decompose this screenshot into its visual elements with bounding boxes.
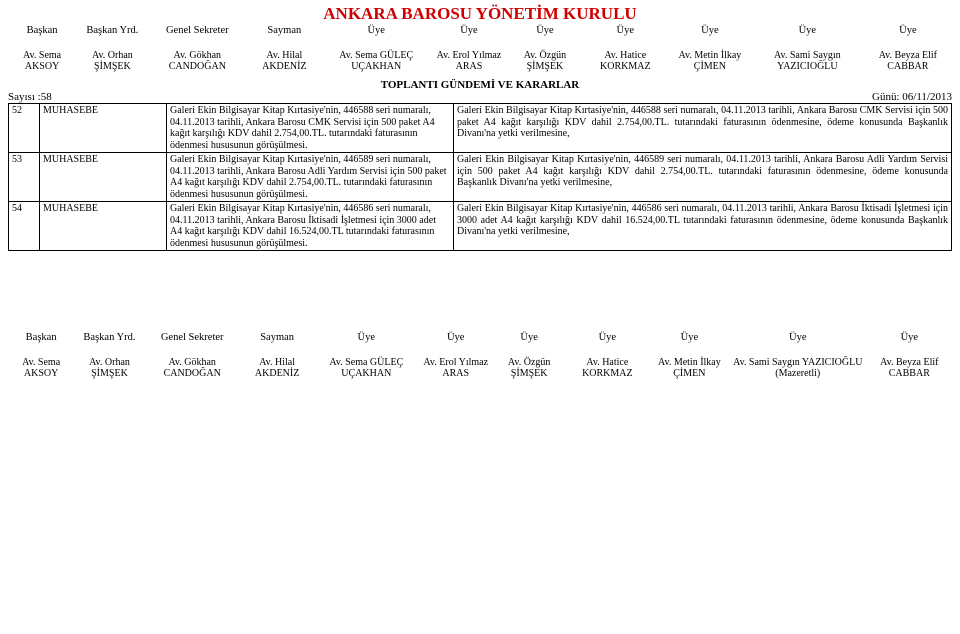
row-dept: MUHASEBE xyxy=(40,153,167,202)
row-res: Galeri Ekin Bilgisayar Kitap Kırtasiye'n… xyxy=(454,202,952,251)
row-dept: MUHASEBE xyxy=(40,104,167,153)
board-table-top: Başkan Başkan Yrd. Genel Sekreter Sayman… xyxy=(8,24,952,73)
row-num: 54 xyxy=(9,202,40,251)
member-cell: Av. Sema AKSOY xyxy=(8,49,76,73)
role-cell: Başkan xyxy=(8,331,74,344)
member-cell: Av. Gökhan CANDOĞAN xyxy=(149,49,246,73)
member-cell: Av. Metin İlkay ÇİMEN xyxy=(669,49,751,73)
table-row: 54 MUHASEBE Galeri Ekin Bilgisayar Kitap… xyxy=(9,202,952,251)
member-cell: Av. Hatice KORKMAZ xyxy=(565,356,650,380)
member-cell: Av. Beyza Elif CABBAR xyxy=(864,49,952,73)
members-row: Av. Sema AKSOY Av. Orhan ŞİMŞEK Av. Gökh… xyxy=(8,49,952,73)
role-cell: Üye xyxy=(582,24,669,37)
agenda-table: 52 MUHASEBE Galeri Ekin Bilgisayar Kitap… xyxy=(8,103,952,251)
row-desc: Galeri Ekin Bilgisayar Kitap Kırtasiye'n… xyxy=(167,153,454,202)
members-row: Av. Sema AKSOY Av. Orhan ŞİMŞEK Av. Gökh… xyxy=(8,356,952,380)
member-cell: Av. Sami Saygın YAZICIOĞLU xyxy=(751,49,864,73)
member-cell: Av. Sema GÜLEÇ UÇAKHAN xyxy=(315,356,418,380)
role-cell: Sayman xyxy=(240,331,315,344)
member-cell: Av. Orhan ŞİMŞEK xyxy=(76,49,149,73)
role-cell: Üye xyxy=(418,331,493,344)
role-cell: Üye xyxy=(650,331,729,344)
role-cell: Üye xyxy=(729,331,867,344)
row-desc: Galeri Ekin Bilgisayar Kitap Kırtasiye'n… xyxy=(167,202,454,251)
member-cell: Av. Orhan ŞİMŞEK xyxy=(74,356,144,380)
row-dept: MUHASEBE xyxy=(40,202,167,251)
roles-row: Başkan Başkan Yrd. Genel Sekreter Sayman… xyxy=(8,24,952,37)
row-res: Galeri Ekin Bilgisayar Kitap Kırtasiye'n… xyxy=(454,104,952,153)
table-row: 53 MUHASEBE Galeri Ekin Bilgisayar Kitap… xyxy=(9,153,952,202)
member-cell: Av. Beyza Elif CABBAR xyxy=(867,356,952,380)
role-cell: Üye xyxy=(669,24,751,37)
member-cell: Av. Hilal AKDENİZ xyxy=(246,49,323,73)
member-cell: Av. Özgün ŞİMŞEK xyxy=(508,49,582,73)
role-cell: Üye xyxy=(751,24,864,37)
row-desc: Galeri Ekin Bilgisayar Kitap Kırtasiye'n… xyxy=(167,104,454,153)
row-num: 52 xyxy=(9,104,40,153)
member-cell: Av. Sami Saygın YAZICIOĞLU (Mazeretli) xyxy=(729,356,867,380)
role-cell: Üye xyxy=(867,331,952,344)
member-cell: Av. Hilal AKDENİZ xyxy=(240,356,315,380)
page: ANKARA BAROSU YÖNETİM KURULU Başkan Başk… xyxy=(0,0,960,634)
member-cell: Av. Sema GÜLEÇ UÇAKHAN xyxy=(323,49,430,73)
role-cell: Üye xyxy=(565,331,650,344)
roles-row: Başkan Başkan Yrd. Genel Sekreter Sayman… xyxy=(8,331,952,344)
role-cell: Üye xyxy=(508,24,582,37)
member-cell: Av. Özgün ŞİMŞEK xyxy=(493,356,564,380)
row-res: Galeri Ekin Bilgisayar Kitap Kırtasiye'n… xyxy=(454,153,952,202)
row-num: 53 xyxy=(9,153,40,202)
member-cell: Av. Erol Yılmaz ARAS xyxy=(430,49,508,73)
member-cell: Av. Metin İlkay ÇİMEN xyxy=(650,356,729,380)
role-cell: Üye xyxy=(864,24,952,37)
role-cell: Sayman xyxy=(246,24,323,37)
role-cell: Başkan xyxy=(8,24,76,37)
sayisi-label: Sayısı :58 xyxy=(8,91,52,103)
role-cell: Başkan Yrd. xyxy=(74,331,144,344)
role-cell: Genel Sekreter xyxy=(149,24,246,37)
member-cell: Av. Hatice KORKMAZ xyxy=(582,49,669,73)
member-cell: Av. Erol Yılmaz ARAS xyxy=(418,356,493,380)
role-cell: Üye xyxy=(323,24,430,37)
role-cell: Genel Sekreter xyxy=(145,331,240,344)
table-row: 52 MUHASEBE Galeri Ekin Bilgisayar Kitap… xyxy=(9,104,952,153)
agenda-header: TOPLANTI GÜNDEMİ VE KARARLAR xyxy=(381,79,580,91)
role-cell: Başkan Yrd. xyxy=(76,24,149,37)
page-title: ANKARA BAROSU YÖNETİM KURULU xyxy=(0,0,960,24)
role-cell: Üye xyxy=(315,331,418,344)
member-cell: Av. Gökhan CANDOĞAN xyxy=(145,356,240,380)
role-cell: Üye xyxy=(493,331,564,344)
meta-row: Sayısı :58 Günü: 06/11/2013 xyxy=(0,91,960,103)
member-cell: Av. Sema AKSOY xyxy=(8,356,74,380)
gunu-label: Günü: 06/11/2013 xyxy=(872,91,952,103)
role-cell: Üye xyxy=(430,24,508,37)
board-table-bottom: Başkan Başkan Yrd. Genel Sekreter Sayman… xyxy=(8,331,952,380)
